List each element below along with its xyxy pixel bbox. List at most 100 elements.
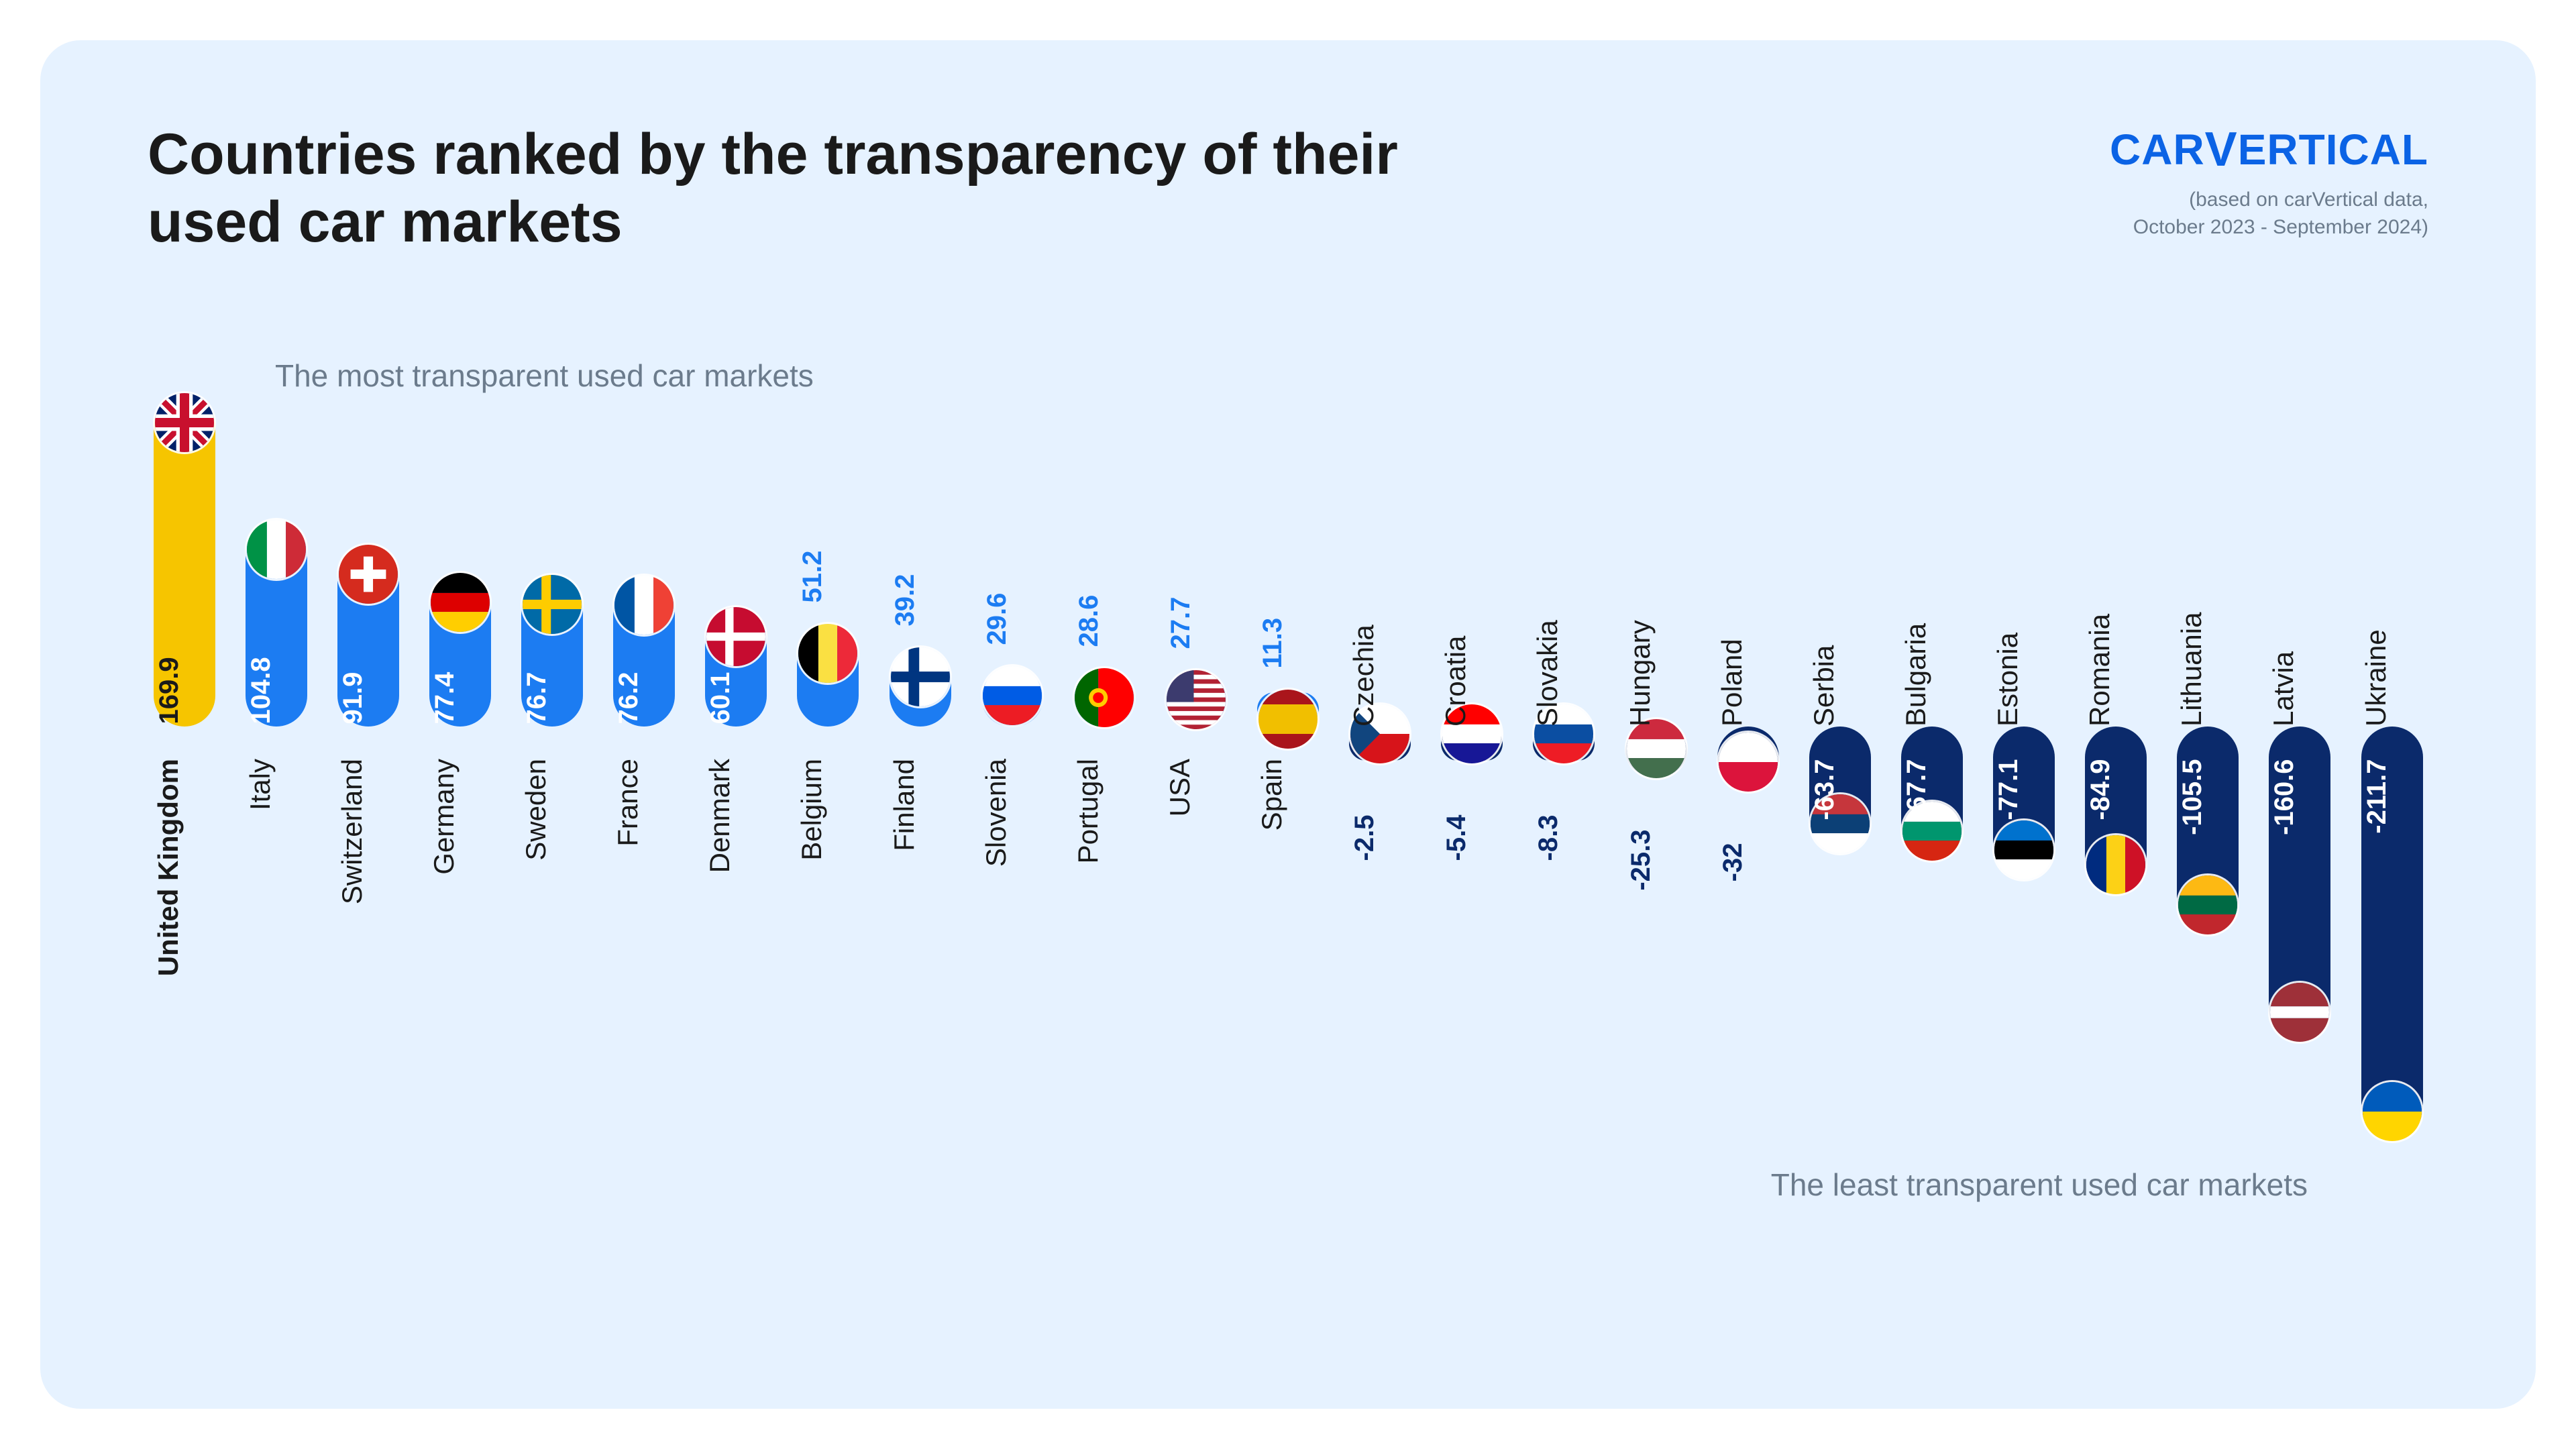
- bar-column: Sweden 76.7: [516, 351, 589, 1290]
- country-label: Switzerland: [336, 759, 368, 904]
- bar-value: 76.2: [614, 672, 644, 724]
- pl-flag-icon: [1719, 733, 1778, 792]
- country-label: Croatia: [1440, 636, 1472, 727]
- bar-value: -32: [1718, 843, 1748, 881]
- fr-flag-icon: [614, 576, 674, 635]
- country-label: Denmark: [704, 759, 736, 873]
- country-label: Sweden: [520, 759, 552, 861]
- bars-container: United Kingdom 169.9 Italy 104.8 Switzerland…: [148, 351, 2428, 1290]
- bar-value: -25.3: [1626, 830, 1656, 891]
- brand-block: CARVERTICAL (based on carVertical data, …: [2110, 121, 2428, 241]
- bar-value: -67.7: [1902, 759, 1932, 820]
- bar-column: Ukraine-211.7: [2355, 351, 2428, 1290]
- bar-value: 39.2: [890, 574, 920, 627]
- it-flag-icon: [247, 520, 306, 579]
- chart-title: Countries ranked by the transparency of …: [148, 121, 1489, 257]
- country-label: Romania: [2084, 614, 2116, 727]
- country-label: Serbia: [1808, 645, 1840, 727]
- bar-column: Slovenia 29.6: [975, 351, 1049, 1290]
- de-flag-icon: [431, 573, 490, 632]
- country-label: Slovakia: [1532, 620, 1564, 727]
- bar-column: Belgium 51.2: [792, 351, 865, 1290]
- bar-value: -160.6: [2269, 759, 2300, 835]
- bar-column: Spain 11.3: [1252, 351, 1325, 1290]
- uk-flag-icon: [155, 393, 214, 452]
- es-flag-icon: [1258, 690, 1318, 749]
- be-flag-icon: [798, 624, 857, 683]
- bar-column: USA 27.7: [1159, 351, 1232, 1290]
- bar-column: France 76.2: [608, 351, 681, 1290]
- country-label: Slovenia: [980, 759, 1012, 867]
- bar-column: Slovakia-8.3: [1527, 351, 1601, 1290]
- si-flag-icon: [983, 666, 1042, 725]
- bar-column: Romania -84.9: [2080, 351, 2153, 1290]
- bar-column: Lithuania -105.5: [2171, 351, 2245, 1290]
- brand-part2: V: [2205, 122, 2238, 177]
- dk-flag-icon: [706, 607, 765, 666]
- bar-value: 11.3: [1258, 618, 1288, 669]
- bar-value: 29.6: [982, 593, 1012, 645]
- bar-value: 51.2: [798, 551, 828, 603]
- bar-column: Poland -32: [1711, 351, 1784, 1290]
- header: Countries ranked by the transparency of …: [148, 121, 2428, 257]
- ro-flag-icon: [2086, 835, 2145, 894]
- country-label: Portugal: [1072, 759, 1104, 863]
- pt-flag-icon: [1075, 668, 1134, 727]
- bar-value: 76.7: [522, 672, 552, 724]
- country-label: Germany: [428, 759, 460, 875]
- ee-flag-icon: [1994, 820, 2053, 879]
- bar-value: 60.1: [706, 672, 736, 724]
- country-label: Lithuania: [2176, 612, 2208, 726]
- bar-column: Hungary -25.3: [1619, 351, 1693, 1290]
- country-label: Spain: [1256, 759, 1288, 830]
- bar-value: -5.4: [1442, 814, 1472, 861]
- bar-column: Bulgaria -67.7: [1895, 351, 1968, 1290]
- fi-flag-icon: [891, 647, 950, 706]
- brand-part3: ERTICAL: [2238, 125, 2428, 174]
- chart-area: The most transparent used car markets Un…: [148, 351, 2428, 1290]
- country-label: France: [612, 759, 644, 847]
- us-flag-icon: [1167, 670, 1226, 729]
- bar-value: -84.9: [2086, 759, 2116, 820]
- bar-column: Estonia -77.1: [1988, 351, 2061, 1290]
- bar-value: 104.8: [246, 657, 276, 724]
- bar-column: Latvia -160.6: [2263, 351, 2337, 1290]
- caption-least-transparent: The least transparent used car markets: [1771, 1167, 2308, 1203]
- bar-column: Portugal 28.6: [1067, 351, 1140, 1290]
- bar-value: 27.7: [1166, 596, 1196, 649]
- bar-column: Italy 104.8: [239, 351, 313, 1290]
- ua-flag-icon: [2363, 1082, 2422, 1141]
- bar-value: -77.1: [1994, 759, 2024, 820]
- se-flag-icon: [523, 575, 582, 634]
- bar-column: United Kingdom 169.9: [148, 351, 221, 1290]
- country-label: Ukraine: [2360, 629, 2392, 727]
- country-label: Bulgaria: [1900, 623, 1932, 727]
- bar-value: 28.6: [1074, 595, 1104, 647]
- country-label: Hungary: [1624, 620, 1656, 727]
- hu-flag-icon: [1627, 719, 1686, 778]
- country-label: United Kingdom: [152, 759, 184, 976]
- lt-flag-icon: [2178, 875, 2237, 934]
- bar-column: Serbia-63.7: [1803, 351, 1876, 1290]
- lv-flag-icon: [2270, 983, 2329, 1042]
- bar-value: 77.4: [430, 672, 460, 724]
- country-label: Poland: [1716, 639, 1748, 727]
- bar-column: Finland 39.2: [883, 351, 957, 1290]
- bar-value: 91.9: [338, 672, 368, 724]
- country-label: Finland: [888, 759, 920, 851]
- bar-column: Germany 77.4: [423, 351, 496, 1290]
- country-label: Estonia: [1992, 633, 2024, 727]
- bar-column: Czechia-2.5: [1344, 351, 1417, 1290]
- source-line1: (based on carVertical data,: [2189, 189, 2428, 211]
- bar-value: 169.9: [154, 657, 184, 724]
- chart-card: Countries ranked by the transparency of …: [40, 40, 2536, 1409]
- bar-column: Denmark 60.1: [700, 351, 773, 1290]
- source-note: (based on carVertical data, October 2023…: [2110, 186, 2428, 241]
- bar-value: -105.5: [2178, 759, 2208, 835]
- bar-value: -2.5: [1350, 814, 1380, 861]
- country-label: Italy: [244, 759, 276, 810]
- country-label: Latvia: [2267, 651, 2300, 727]
- country-label: Belgium: [796, 759, 828, 861]
- country-label: USA: [1164, 759, 1196, 816]
- source-line2: October 2023 - September 2024): [2133, 216, 2428, 238]
